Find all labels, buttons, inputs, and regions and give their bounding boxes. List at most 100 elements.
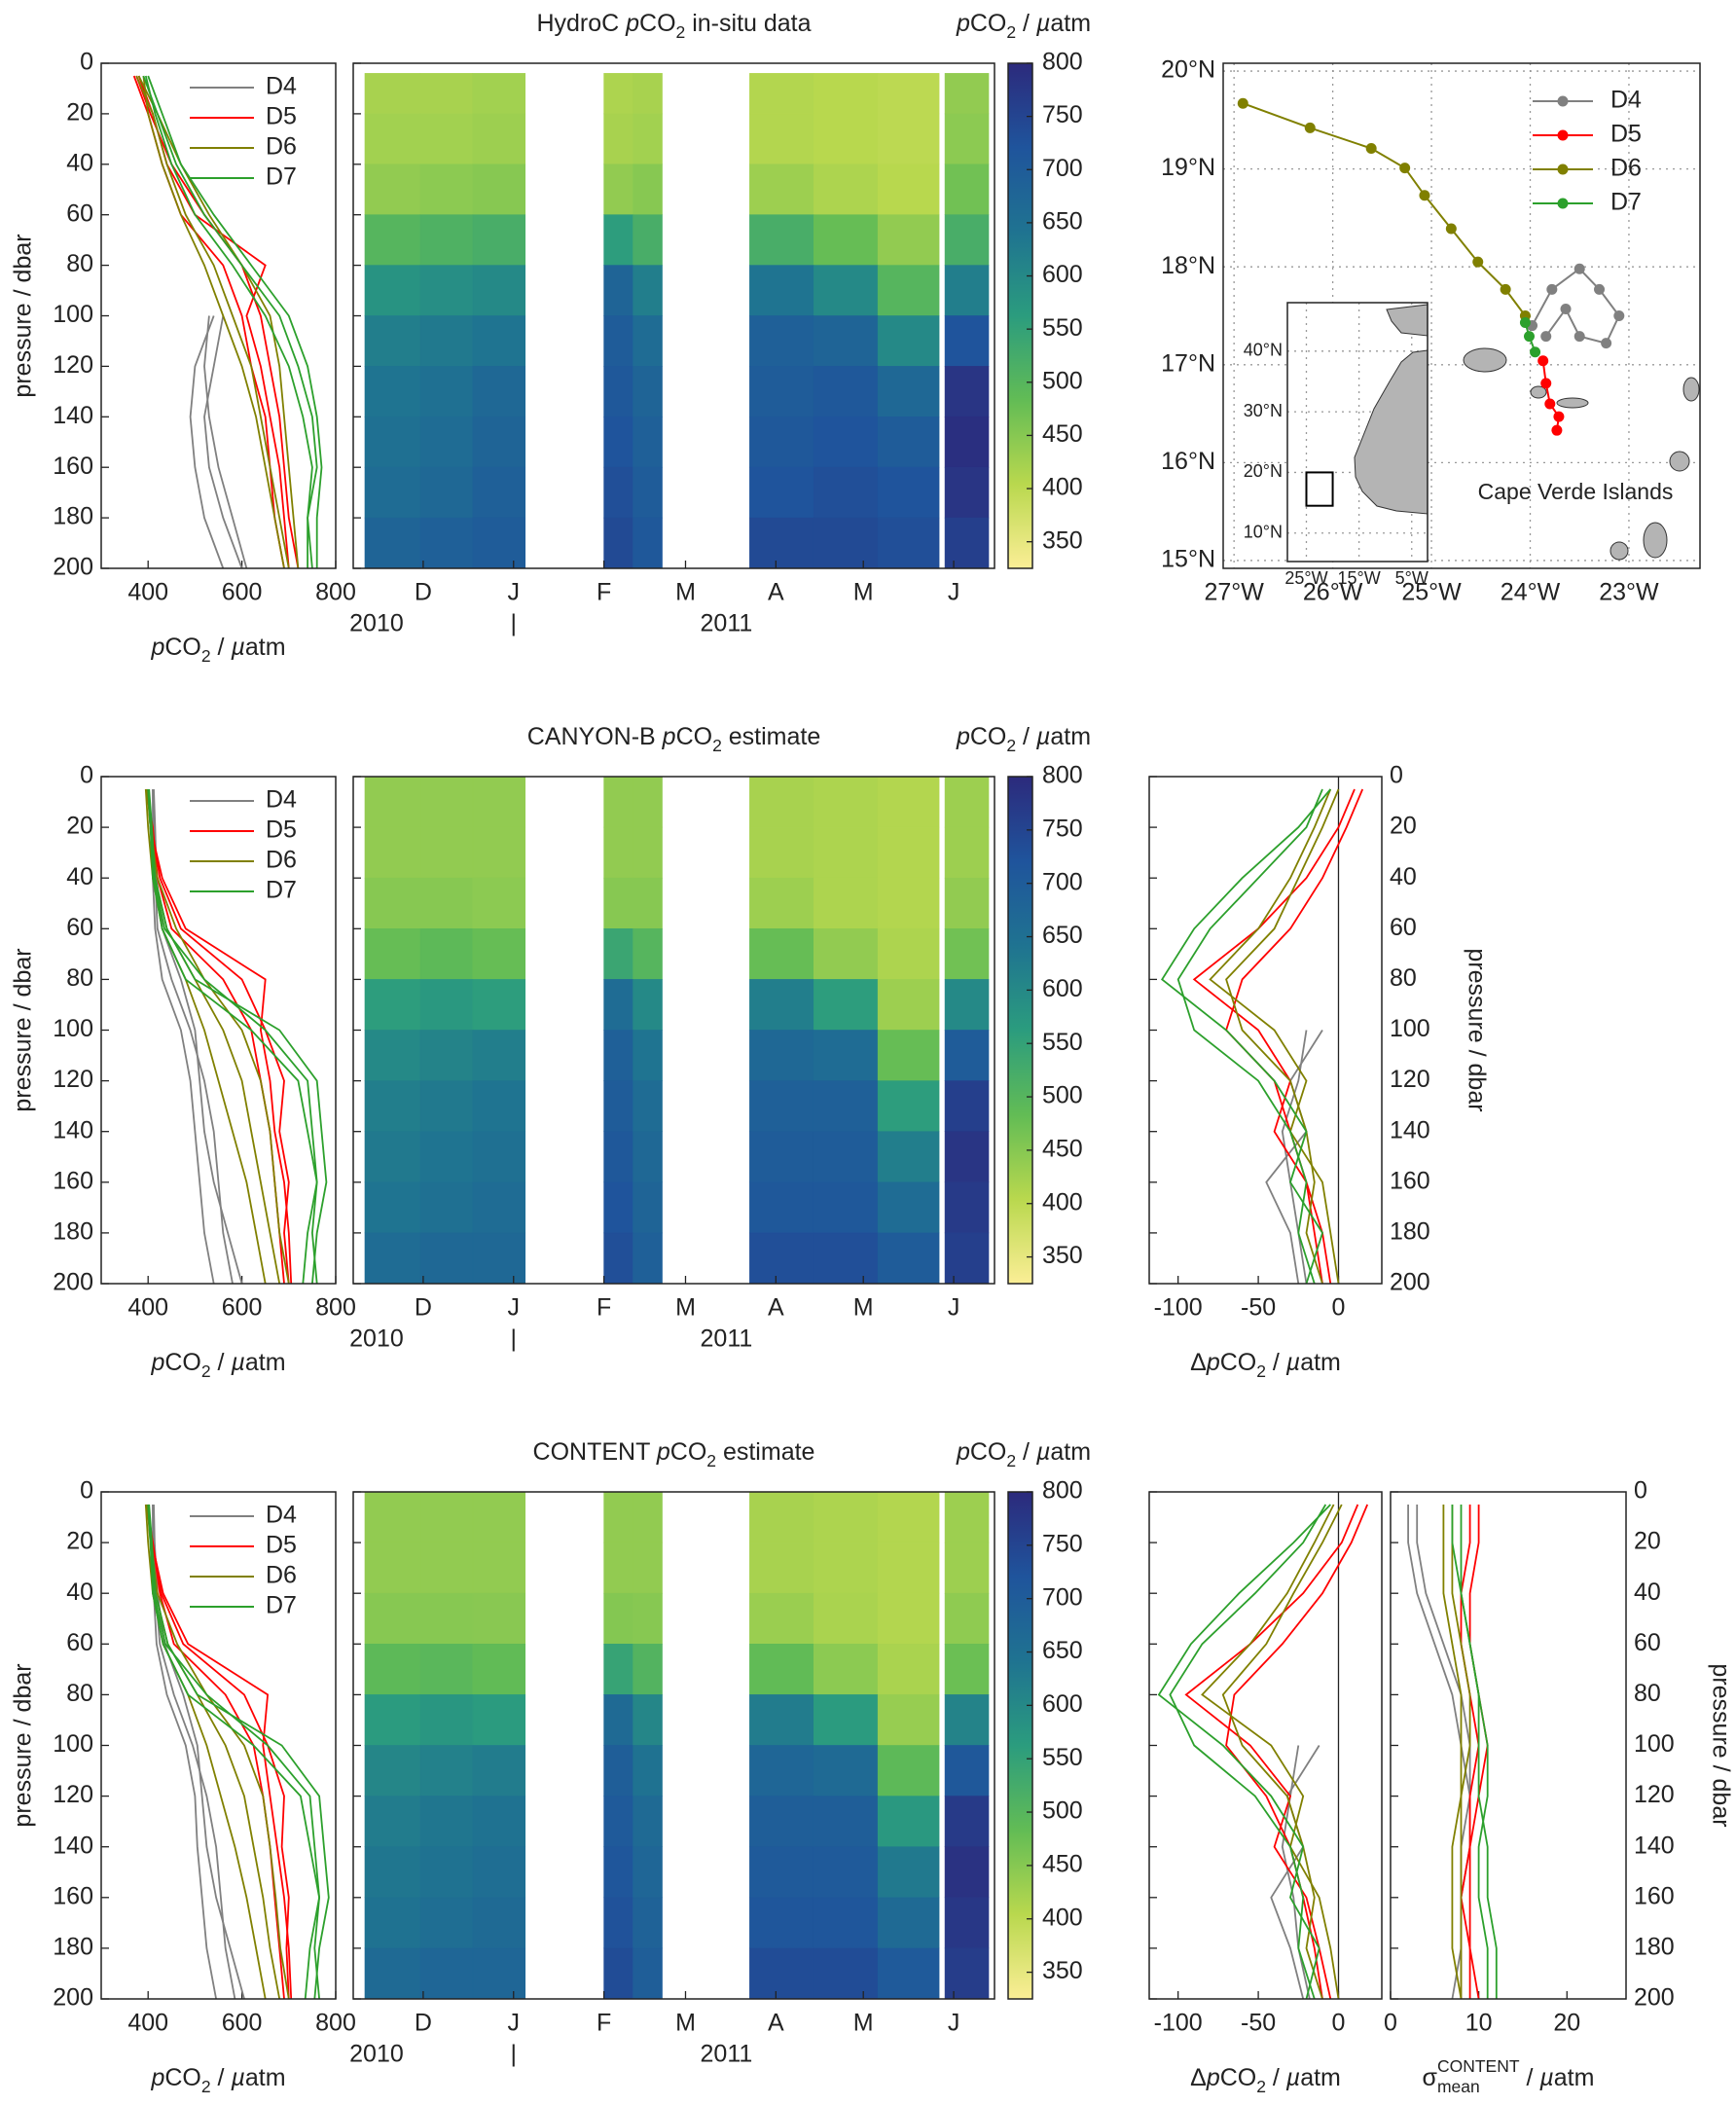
y-tick-label: 180 (1634, 1934, 1675, 1961)
heat-cell (944, 927, 990, 980)
heat-cell (419, 366, 474, 417)
heat-cell (813, 163, 879, 216)
axes-frame (1390, 1491, 1627, 2000)
heat-cell (603, 315, 633, 367)
text-part: σ (1423, 2064, 1438, 2091)
colorbar-tick-label: 400 (1042, 1188, 1083, 1216)
colorbar-frame (1007, 62, 1033, 569)
heat-cell (472, 1080, 526, 1132)
text-part: CONTENT (533, 1438, 657, 1466)
heat-cell (813, 1694, 879, 1746)
legend-marker (1557, 95, 1569, 107)
heat-cell (749, 163, 814, 216)
track-point (1537, 355, 1549, 367)
heat-cell (877, 265, 940, 316)
profile-line (147, 1504, 321, 2000)
y-tick-label: 200 (53, 1269, 93, 1296)
heat-cell (633, 1030, 663, 1081)
heat-cell (419, 416, 474, 468)
legend-marker (1557, 198, 1569, 209)
heat-cell (749, 1796, 814, 1847)
heat-cell (944, 1491, 990, 1543)
x-tick-label: D (415, 1294, 432, 1322)
text-part: p (956, 723, 970, 750)
legend-label: D6 (266, 847, 297, 874)
text-part: µ (1035, 1438, 1050, 1466)
colorbar-tick-label: 450 (1042, 420, 1083, 448)
text-part: / (1520, 2064, 1540, 2091)
heat-cell (877, 416, 940, 468)
heat-cell (749, 1745, 814, 1797)
colorbar-tick-label: 700 (1042, 868, 1083, 895)
heat-cell (603, 1491, 633, 1543)
heat-cell (749, 927, 814, 980)
heat-cell (364, 1947, 421, 2000)
heat-cell (419, 214, 474, 266)
heat-cell (813, 1131, 879, 1183)
heat-cell (813, 1947, 879, 2000)
heat-cell (813, 73, 879, 115)
year-label: 2010 (349, 2041, 404, 2068)
text-part: CO (639, 10, 676, 37)
legend-label: D7 (266, 1592, 297, 1619)
x-tick-label: F (597, 2010, 611, 2037)
text-part: / (1266, 2064, 1286, 2091)
heat-cell (603, 366, 633, 417)
x-tick-label: M (675, 1294, 696, 1322)
track-point (1445, 223, 1457, 235)
profile-line (1442, 1505, 1463, 2000)
x-axis-label: pCO2 / µatm (150, 2064, 285, 2096)
heat-cell (877, 1030, 940, 1081)
profile-line (147, 1504, 290, 2000)
map-annotation: Cape Verde Islands (1478, 479, 1674, 504)
y-tick-label: 80 (1634, 1680, 1661, 1707)
heat-cell (633, 1897, 663, 1949)
heat-cell (749, 1947, 814, 2000)
heat-cell (944, 315, 990, 367)
x-tick-label: F (597, 579, 611, 606)
profile-line (137, 75, 300, 569)
profile-line (148, 788, 328, 1285)
colorbar-tick-label: 650 (1042, 208, 1083, 236)
heat-cell (472, 466, 526, 519)
heat-cell (603, 1131, 633, 1183)
profile-line (144, 788, 285, 1285)
heat-cell (877, 113, 940, 165)
text-part: CO (970, 1438, 1007, 1466)
x-tick-label: M (853, 1294, 874, 1322)
heat-cell (813, 265, 879, 316)
colorbar-tick-label: 800 (1042, 762, 1083, 789)
heat-cell (944, 877, 990, 929)
heat-cell (472, 776, 526, 828)
heat-cell (813, 366, 879, 417)
heat-cell (944, 776, 990, 828)
text-part: µ (230, 2064, 244, 2091)
profile-line (153, 788, 243, 1285)
x-tick-label: -100 (1154, 2010, 1203, 2037)
text-part: CO (970, 723, 1007, 750)
year-label: | (511, 1325, 518, 1353)
heat-cell (603, 163, 633, 216)
x-tick-label: 400 (127, 1294, 168, 1322)
track-point (1601, 338, 1612, 349)
text-part: HydroC (536, 10, 626, 37)
x-tick-label: 20 (1553, 2010, 1580, 2037)
heat-cell (419, 1080, 474, 1132)
profile-line (1460, 1505, 1498, 1999)
heat-cell (419, 1694, 474, 1746)
heat-cell (944, 826, 990, 879)
profile-line (144, 75, 313, 568)
text-part: CO (676, 723, 713, 750)
heat-cell (944, 1131, 990, 1183)
heat-cell (633, 1131, 663, 1183)
heat-cell (813, 1030, 879, 1081)
heat-cell (633, 265, 663, 316)
profile-line (1265, 1030, 1323, 1285)
heat-cell (364, 416, 421, 468)
heat-cell (419, 113, 474, 165)
colorbar (1008, 777, 1032, 1284)
text-part: in-situ data (685, 10, 811, 37)
heat-cell (749, 1694, 814, 1746)
heat-cell (944, 113, 990, 165)
heat-cell (364, 1030, 421, 1081)
